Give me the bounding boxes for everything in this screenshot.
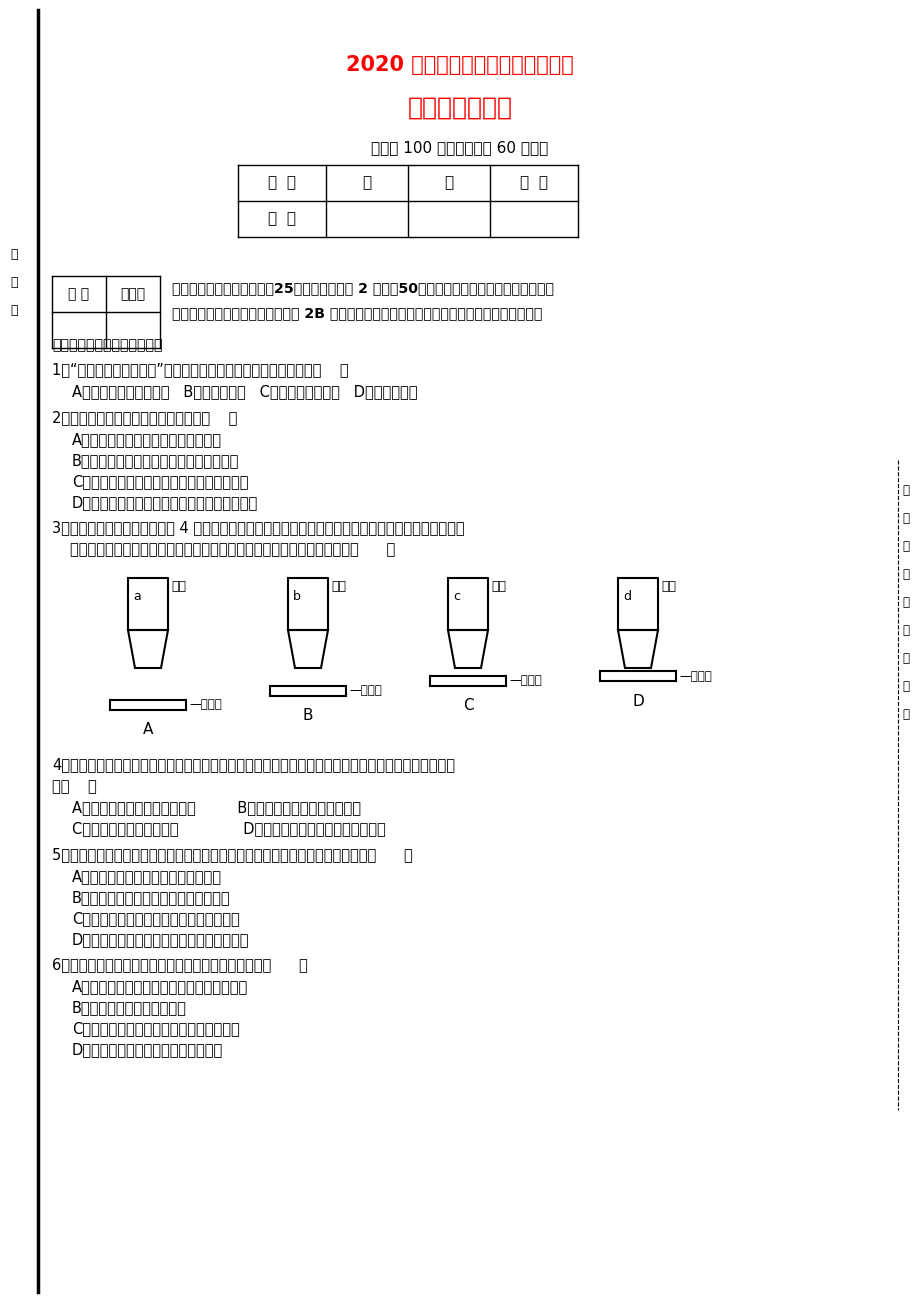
Text: A．生物的生活需要营养   B．生物能生长   C．生物能排出废物   D．生物能呼吸: A．生物的生活需要营养 B．生物能生长 C．生物能排出废物 D．生物能呼吸	[72, 384, 417, 400]
Polygon shape	[618, 630, 657, 668]
Text: 得 分: 得 分	[68, 286, 89, 301]
Text: A．细胞分化导致细胞数目、种类增多: A．细胞分化导致细胞数目、种类增多	[72, 870, 221, 884]
Text: 4．植物的根既能吸收土壤中的氮、磷、钒等营养物质，又能将其他不需要的物质挡在外面，这主要是由: 4．植物的根既能吸收土壤中的氮、磷、钒等营养物质，又能将其他不需要的物质挡在外面…	[52, 758, 455, 772]
Text: A．细胞壁具有保护细胞的功能         B．细胞膜具有保护细胞的功能: A．细胞壁具有保护细胞的功能 B．细胞膜具有保护细胞的功能	[72, 801, 360, 815]
Text: D: D	[631, 694, 643, 708]
Text: 评卷人: 评卷人	[120, 286, 145, 301]
Text: C．要取得成功，必须要制定合适的探究计划: C．要取得成功，必须要制定合适的探究计划	[72, 474, 248, 490]
Text: 1．“蝇螂捕蝶，黄雀在后”中描述的现象体现了生物的基本特征是（    ）: 1．“蝇螂捕蝶，黄雀在后”中描述的现象体现了生物的基本特征是（ ）	[52, 362, 348, 378]
Text: —载玻片: —载玻片	[348, 685, 381, 698]
Text: 线: 线	[902, 568, 909, 581]
Text: d: d	[622, 590, 630, 603]
Text: （满分 100 分，考试时间 60 分钟）: （满分 100 分，考试时间 60 分钟）	[371, 141, 548, 155]
Text: 物镜: 物镜	[660, 579, 675, 592]
Text: 皮擦干净，再改涂其他答案）: 皮擦干净，再改涂其他答案）	[52, 339, 163, 352]
Text: C: C	[462, 698, 472, 713]
Text: 一、单项选择题（本大题共25个小题，每小题 2 分，共50分。在每小题所列的四个选项中，只: 一、单项选择题（本大题共25个小题，每小题 2 分，共50分。在每小题所列的四个…	[172, 281, 553, 296]
Text: 物镜: 物镜	[171, 579, 186, 592]
Text: D．向日葵的花和猫的心脏都属于器官: D．向日葵的花和猫的心脏都属于器官	[72, 1043, 223, 1057]
Text: D．细胞分化导致细胞内的遗传物质发生变化: D．细胞分化导致细胞内的遗传物质发生变化	[72, 932, 249, 948]
Text: 二: 二	[444, 176, 453, 190]
Text: a: a	[133, 590, 141, 603]
Text: C．分化的细胞不再进行细胞的分裂和生长: C．分化的细胞不再进行细胞的分裂和生长	[72, 911, 240, 927]
Text: 5．细胞分化是当今生物学研究的热点之一。下列关于细胞分化的叙述，正确的是（      ）: 5．细胞分化是当今生物学研究的热点之一。下列关于细胞分化的叙述，正确的是（ ）	[52, 848, 413, 862]
Text: 2020 学年度第一学期期末质量调研: 2020 学年度第一学期期末质量调研	[346, 55, 573, 76]
Polygon shape	[448, 630, 487, 668]
Text: 有一个是最符合题意的请把答案用 2B 铅笔填涂在答题卡相应的选项中，如需改动，必须先用橡: 有一个是最符合题意的请把答案用 2B 铅笔填涂在答题卡相应的选项中，如需改动，必…	[172, 306, 542, 320]
Text: 一: 一	[362, 176, 371, 190]
Text: 2．关于生物科学探究的叙述错误的是（    ）: 2．关于生物科学探究的叙述错误的是（ ）	[52, 410, 237, 426]
Text: C．液泡与吸水和失水有关              D．细胞膜具有控制物质进出的功能: C．液泡与吸水和失水有关 D．细胞膜具有控制物质进出的功能	[72, 822, 385, 836]
Polygon shape	[288, 630, 328, 668]
Text: 线: 线	[10, 305, 17, 318]
Text: 答: 答	[902, 680, 909, 693]
Text: 题: 题	[902, 707, 909, 720]
Text: B．探究过程中往往需要反复改进研究方法: B．探究过程中往往需要反复改进研究方法	[72, 453, 239, 469]
Text: 不: 不	[902, 624, 909, 637]
Text: 题  号: 题 号	[267, 176, 296, 190]
Text: 物镜: 物镜	[331, 579, 346, 592]
Text: 非: 非	[902, 483, 909, 496]
Text: D．探究过程中必须不断改进实验方法和材料等: D．探究过程中必须不断改进实验方法和材料等	[72, 496, 258, 510]
Text: c: c	[452, 590, 460, 603]
Text: C．它们各种组织的形成是细胞分化的结果: C．它们各种组织的形成是细胞分化的结果	[72, 1022, 240, 1036]
Text: 于（    ）: 于（ ）	[52, 780, 96, 794]
Text: 装: 装	[10, 249, 17, 262]
Text: —载玻片: —载玻片	[188, 698, 221, 711]
Text: —载玻片: —载玻片	[508, 674, 541, 687]
Text: 订: 订	[10, 276, 17, 289]
Text: 6．下列关于一株向日葵和一只猫的叙述中，错误的是（      ）: 6．下列关于一株向日葵和一只猫的叙述中，错误的是（ ）	[52, 957, 308, 973]
Text: 装: 装	[902, 512, 909, 525]
Text: 要: 要	[902, 651, 909, 664]
Text: 订: 订	[902, 539, 909, 552]
Text: 得  分: 得 分	[267, 211, 296, 227]
Text: B．猫的结构层次中没有系统: B．猫的结构层次中没有系统	[72, 1000, 187, 1016]
Text: B: B	[302, 708, 312, 724]
Text: —载玻片: —载玻片	[678, 669, 711, 682]
Text: A．探究过程往往会用到多种研究方法: A．探究过程往往会用到多种研究方法	[72, 432, 221, 448]
Text: 七年级生物试题: 七年级生物试题	[407, 96, 512, 120]
Text: A: A	[142, 723, 153, 737]
Text: B．细胞分化是形成不同组织的根本原因: B．细胞分化是形成不同组织的根本原因	[72, 891, 231, 905]
Text: A．细胞既是它们的结构单位，又是功能单位: A．细胞既是它们的结构单位，又是功能单位	[72, 979, 248, 995]
Polygon shape	[128, 630, 168, 668]
Text: 总  分: 总 分	[519, 176, 548, 190]
Text: 内: 内	[902, 595, 909, 608]
Text: 3．用显微镜的一个目镜分别与 4 个不同倍数的物镜组合观察临时装片，形成清晰物像时，每一物镜与载: 3．用显微镜的一个目镜分别与 4 个不同倍数的物镜组合观察临时装片，形成清晰物像…	[52, 521, 464, 535]
Text: 玻片的距离如下图所示。用哪一物镜在一个视野中看到的细胞数目最多？（      ）: 玻片的距离如下图所示。用哪一物镜在一个视野中看到的细胞数目最多？（ ）	[70, 543, 395, 557]
Text: b: b	[292, 590, 301, 603]
Text: 物镜: 物镜	[491, 579, 505, 592]
